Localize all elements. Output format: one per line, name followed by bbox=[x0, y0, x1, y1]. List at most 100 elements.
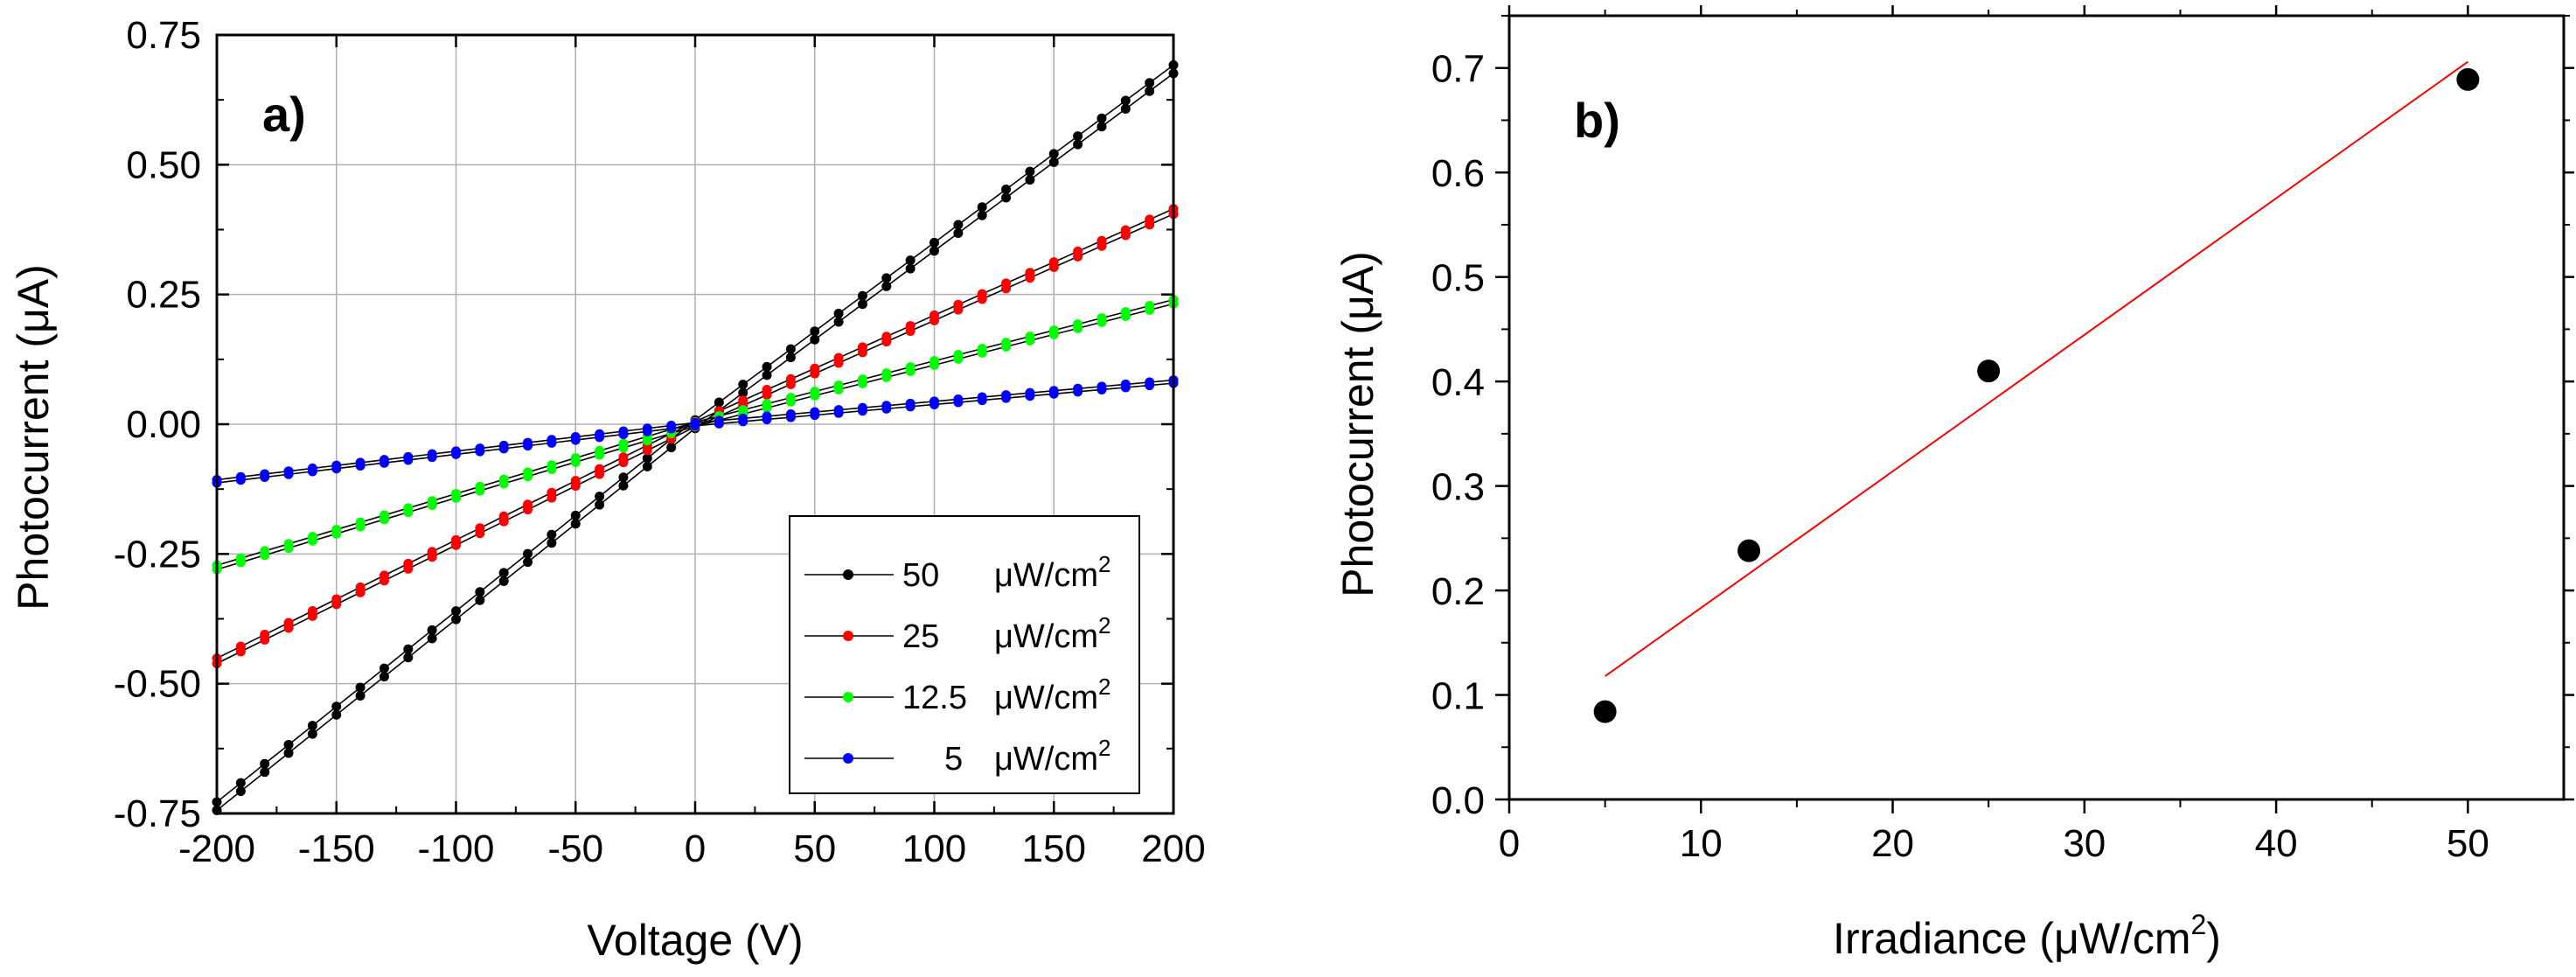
data-point bbox=[379, 663, 389, 673]
data-point bbox=[1145, 86, 1155, 96]
data-point bbox=[1073, 131, 1083, 142]
data-point bbox=[953, 228, 964, 239]
data-point bbox=[1145, 220, 1155, 230]
data-point bbox=[451, 614, 461, 625]
panel-b-chart: 0 10 20 30 40 50 0.0 0.1 0.2 0.3 0.4 0.5 0.6 0.7 b) I… bbox=[1333, 5, 2574, 963]
data-point bbox=[235, 646, 246, 657]
data-point bbox=[427, 452, 437, 463]
data-point bbox=[929, 359, 939, 370]
data-point bbox=[523, 505, 533, 515]
data-point bbox=[929, 399, 939, 409]
data-point bbox=[1048, 262, 1059, 273]
panel-b-y-title-mu: μ bbox=[1333, 295, 1382, 320]
data-point bbox=[451, 449, 461, 459]
data-point bbox=[547, 437, 557, 448]
data-point bbox=[570, 519, 581, 529]
data-point bbox=[1097, 113, 1107, 123]
data-point bbox=[451, 540, 461, 550]
data-point bbox=[283, 543, 294, 554]
data-point bbox=[475, 528, 485, 539]
data-point bbox=[475, 587, 485, 597]
legend-unit: μW/cm2 bbox=[994, 612, 1110, 655]
data-point bbox=[1001, 283, 1012, 294]
data-point bbox=[595, 492, 605, 502]
y-tick-label: 0.6 bbox=[1431, 152, 1485, 195]
data-point bbox=[283, 748, 294, 758]
data-point bbox=[451, 492, 461, 503]
data-point bbox=[714, 397, 724, 408]
data-point bbox=[953, 220, 964, 230]
data-point bbox=[881, 273, 892, 283]
data-point bbox=[1025, 175, 1035, 185]
data-point bbox=[881, 403, 892, 414]
data-point bbox=[642, 445, 652, 456]
data-point bbox=[810, 390, 820, 401]
data-point bbox=[1097, 241, 1107, 251]
data-point bbox=[929, 315, 939, 325]
data-point bbox=[1001, 393, 1012, 403]
data-point bbox=[833, 384, 844, 394]
data-point bbox=[1145, 304, 1155, 315]
data-point bbox=[331, 701, 342, 712]
data-point bbox=[379, 457, 389, 468]
data-point bbox=[977, 294, 987, 304]
panel-b-x-axis-title: Irradiance (μW/cm2) bbox=[1833, 909, 2221, 963]
data-point bbox=[1120, 95, 1131, 106]
data-point bbox=[355, 460, 366, 471]
data-point bbox=[331, 464, 342, 474]
data-point bbox=[1001, 192, 1012, 203]
data-point bbox=[379, 514, 389, 525]
data-point bbox=[595, 432, 605, 443]
data-point bbox=[523, 471, 533, 482]
x-tick-label: -50 bbox=[547, 827, 603, 870]
data-point bbox=[283, 739, 294, 750]
data-point bbox=[355, 587, 366, 597]
panel-b-points bbox=[1593, 67, 2480, 723]
legend-marker bbox=[843, 569, 853, 580]
data-point bbox=[762, 370, 772, 380]
data-point bbox=[1001, 341, 1012, 352]
data-point bbox=[547, 538, 557, 548]
data-point bbox=[977, 202, 987, 213]
data-point bbox=[1025, 166, 1035, 177]
data-point bbox=[427, 625, 437, 635]
panel-b-plot-frame bbox=[1507, 14, 2566, 801]
panel-a-y-title-mu: μ bbox=[9, 308, 58, 333]
x-tick-label: 50 bbox=[793, 827, 836, 870]
y-tick-label: 0.75 bbox=[126, 14, 201, 57]
data-point bbox=[1025, 273, 1035, 283]
data-point bbox=[595, 469, 605, 479]
data-point bbox=[260, 550, 270, 561]
x-tick-label: 40 bbox=[2255, 822, 2298, 865]
data-point bbox=[833, 358, 844, 368]
data-point bbox=[403, 652, 414, 663]
linear-fit bbox=[1605, 60, 2468, 677]
data-point bbox=[762, 361, 772, 372]
data-point bbox=[403, 563, 414, 574]
data-point bbox=[307, 721, 317, 731]
data-point bbox=[260, 472, 270, 483]
data-point bbox=[977, 347, 987, 358]
data-point bbox=[833, 309, 844, 319]
panel-b-ticks: 0 10 20 30 40 50 0.0 0.1 0.2 0.3 0.4 0.5 0.6 0.7 bbox=[1431, 5, 2574, 865]
data-point bbox=[498, 516, 509, 527]
legend-box bbox=[789, 515, 1140, 794]
data-point bbox=[977, 210, 987, 220]
data-point bbox=[427, 633, 437, 644]
data-point bbox=[1120, 230, 1131, 241]
legend-value: 12.5 bbox=[902, 680, 967, 716]
x-tick-label: 150 bbox=[1022, 827, 1086, 870]
data-point bbox=[260, 634, 270, 645]
data-point bbox=[523, 557, 533, 568]
legend-entry-12.5: 12.5 μW/cm2 bbox=[804, 673, 1110, 716]
x-tick-label: 20 bbox=[1871, 822, 1914, 865]
y-tick-label: 0.50 bbox=[126, 143, 201, 186]
data-point bbox=[881, 281, 892, 291]
data-point bbox=[283, 623, 294, 633]
data-point bbox=[810, 410, 820, 421]
data-point bbox=[810, 368, 820, 379]
data-point bbox=[881, 337, 892, 347]
data-point bbox=[642, 461, 652, 471]
data-point bbox=[1048, 149, 1059, 159]
